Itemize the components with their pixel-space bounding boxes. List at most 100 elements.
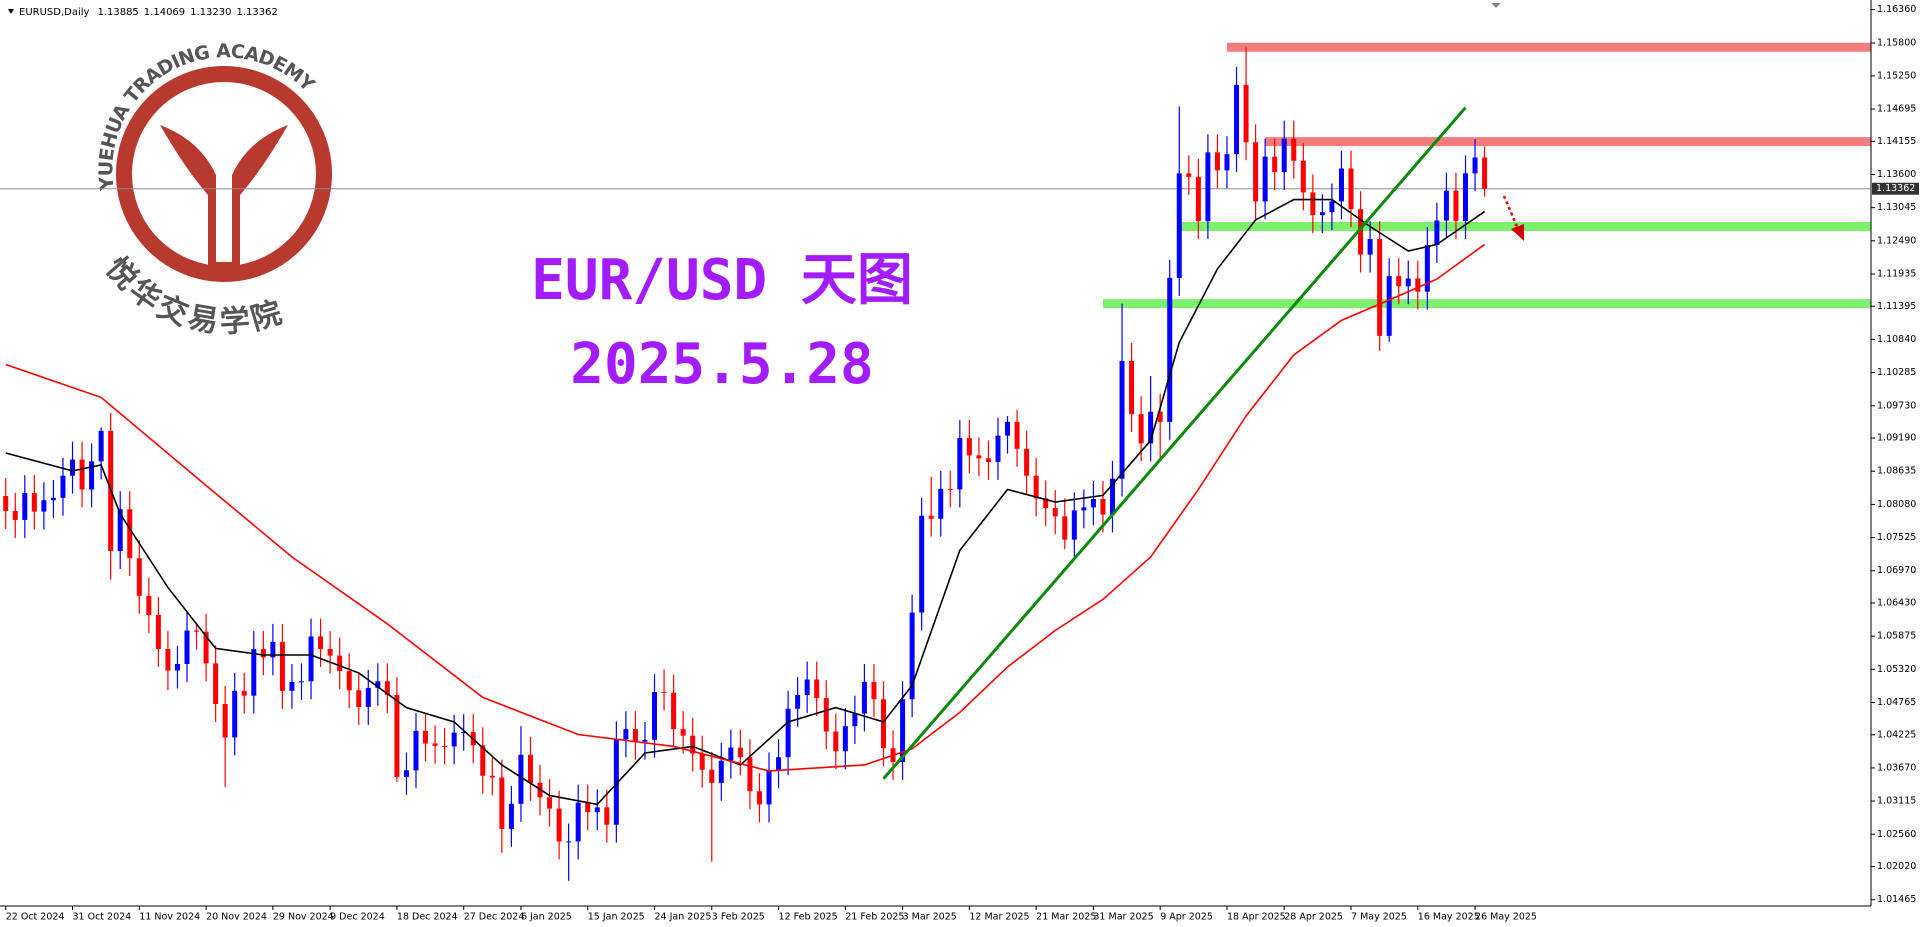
candle-body <box>909 612 915 700</box>
candle-body <box>1463 173 1469 222</box>
y-tick-label: 1.10840 <box>1877 334 1916 345</box>
candle-body <box>1424 245 1430 292</box>
candle-body <box>279 641 285 691</box>
y-tick-label: 1.06430 <box>1877 598 1916 609</box>
y-tick-label: 1.15250 <box>1877 70 1916 81</box>
candle-body <box>289 681 295 691</box>
candle-body <box>795 695 801 709</box>
candle-body <box>1062 516 1068 540</box>
candle-body <box>861 681 867 714</box>
candle-body <box>222 704 228 738</box>
candle-body <box>671 692 677 730</box>
candle-body <box>1329 201 1335 213</box>
candle-body <box>823 698 829 732</box>
candle-body <box>566 841 572 843</box>
candle-body <box>22 493 28 520</box>
candle-body <box>728 747 734 761</box>
candle-body <box>718 760 724 783</box>
candle-body <box>384 681 390 696</box>
candle-body <box>1348 168 1354 210</box>
candle-body <box>98 430 104 462</box>
y-tick-label: 1.10285 <box>1877 367 1916 378</box>
candle-body <box>518 754 524 804</box>
candle-body <box>432 743 438 746</box>
candle-body <box>814 679 820 699</box>
candle-body <box>442 745 448 747</box>
y-tick-label: 1.13600 <box>1877 169 1916 180</box>
candle-body <box>1195 176 1201 222</box>
candle-body <box>852 713 858 727</box>
candle-body <box>1071 510 1077 540</box>
candle-body <box>652 692 658 740</box>
candle-body <box>1405 278 1411 287</box>
candle-body <box>1138 414 1144 444</box>
candle-body <box>423 730 429 744</box>
price-label: 1.13362 <box>1876 183 1915 194</box>
x-tick-label: 31 Mar 2025 <box>1093 912 1153 923</box>
logo-ring <box>116 66 332 282</box>
candle-body <box>547 797 553 809</box>
candle-body <box>995 435 1001 462</box>
y-tick-label: 1.05320 <box>1877 664 1916 675</box>
candle-body <box>1415 278 1421 292</box>
y-tick-label: 1.09730 <box>1877 400 1916 411</box>
candle-body <box>938 488 944 519</box>
candle-body <box>499 777 505 829</box>
candle-body <box>1358 209 1364 255</box>
candle-body <box>1052 507 1058 517</box>
candle-body <box>1243 84 1249 143</box>
candle-body <box>1224 154 1230 171</box>
candle-body <box>356 690 362 707</box>
candle-body <box>766 770 772 805</box>
candle-body <box>1310 192 1316 216</box>
candle-body <box>1281 138 1287 173</box>
y-tick-label: 1.14695 <box>1877 104 1916 115</box>
candle-body <box>89 461 95 490</box>
candle-body <box>1443 190 1449 221</box>
candle-body <box>365 687 371 707</box>
x-tick-label: 22 Oct 2024 <box>6 912 65 923</box>
candle-body <box>1214 152 1220 171</box>
candle-body <box>1014 421 1020 449</box>
shift-marker <box>1491 3 1501 8</box>
candle-body <box>1167 277 1173 422</box>
candle-body <box>919 515 925 613</box>
candle-body <box>804 679 810 696</box>
x-tick-label: 12 Feb 2025 <box>779 912 838 923</box>
candle-body <box>966 438 972 456</box>
candle-body <box>1453 190 1459 222</box>
candle-body <box>50 497 56 501</box>
y-tick-label: 1.03670 <box>1877 762 1916 773</box>
candle-body <box>699 753 705 770</box>
candle-body <box>298 681 304 683</box>
level-layer <box>1102 42 1871 309</box>
y-tick-label: 1.06970 <box>1877 565 1916 576</box>
candle-body <box>12 510 18 520</box>
moving-average <box>5 198 1486 806</box>
x-tick-label: 24 Jan 2025 <box>655 912 712 923</box>
candle-body <box>1386 276 1392 336</box>
candle-body <box>928 515 934 519</box>
candle-body <box>1319 212 1325 216</box>
candle-body <box>31 493 37 512</box>
y-tick-label: 1.16360 <box>1877 4 1916 15</box>
candle-body <box>146 595 152 615</box>
candle-body <box>680 729 686 736</box>
x-tick-label: 18 Dec 2024 <box>397 912 458 923</box>
candle-body <box>833 731 839 752</box>
x-tick-label: 9 Apr 2025 <box>1160 912 1213 923</box>
candle-body <box>613 739 619 825</box>
candle-body <box>1367 239 1373 255</box>
candle-body <box>900 699 906 762</box>
y-tick-label: 1.07525 <box>1877 532 1916 543</box>
candle-body <box>1472 157 1478 174</box>
header-close: 1.13362 <box>237 7 278 18</box>
y-tick-label: 1.11395 <box>1877 301 1916 312</box>
candle-body <box>1253 142 1259 202</box>
candle-body <box>1262 156 1268 202</box>
header: EURUSD,Daily 1.13885 1.14069 1.13230 1.13362 <box>19 7 278 18</box>
y-tick-label: 1.12490 <box>1877 235 1916 246</box>
candle-body <box>174 663 180 671</box>
candle-body <box>213 663 219 705</box>
candle-body <box>3 496 9 511</box>
